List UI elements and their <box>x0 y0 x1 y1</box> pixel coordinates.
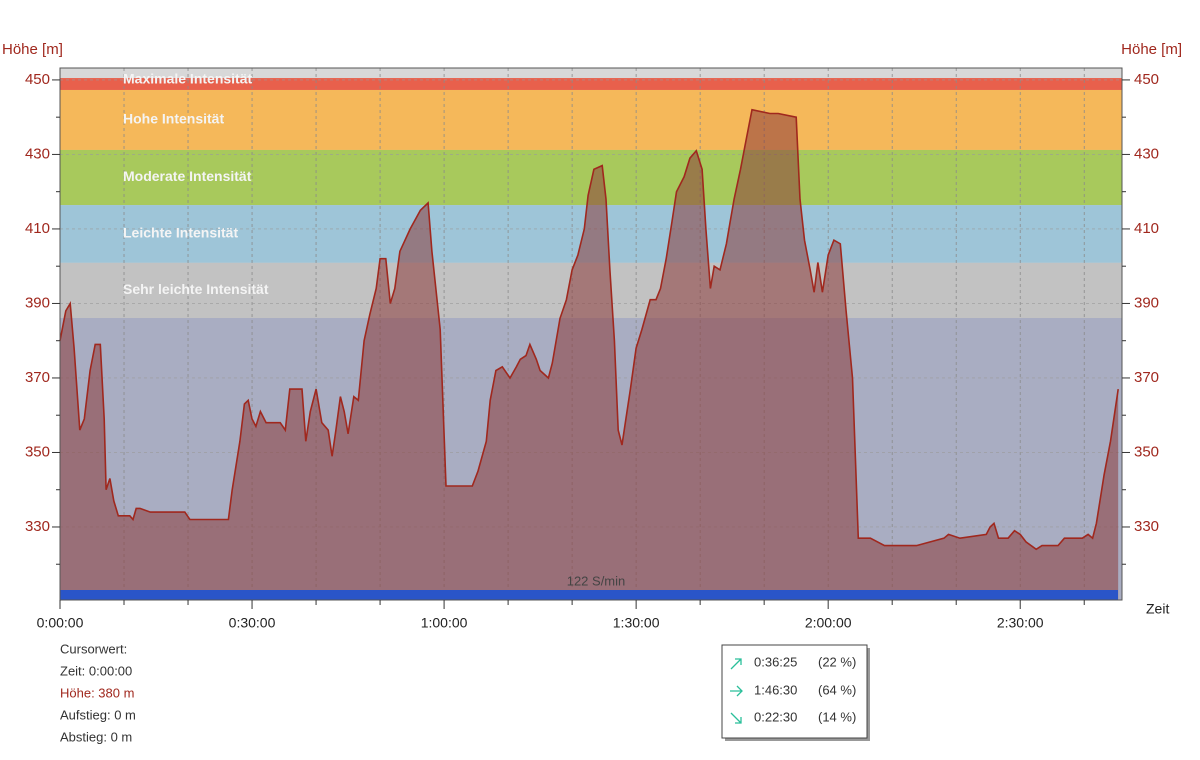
intensity-band <box>60 89 1122 150</box>
cadence-bar <box>60 590 1118 600</box>
intensity-band <box>60 78 1122 90</box>
elevation-line <box>59 108 1119 551</box>
y-tick-label: 450 <box>25 71 50 88</box>
descent-icon <box>730 712 742 724</box>
band-label: Leichte Intensität <box>123 225 238 241</box>
band-label: Sehr leichte Intensität <box>123 281 269 297</box>
y2-tick-label: 450 <box>1134 71 1159 88</box>
band-label: Moderate Intensität <box>123 168 252 184</box>
y2-tick-label: 370 <box>1134 369 1159 386</box>
cursor-line: Zeit: 0:00:00 <box>60 663 132 678</box>
stats-box: 0:36:25 (22 %) 1:46:30 (64 %) 0:22:30 (1… <box>721 644 870 741</box>
flat-icon <box>730 685 743 697</box>
ascent-icon <box>730 658 742 670</box>
cadence-label: 122 S/min <box>567 573 626 588</box>
stat-time: 0:36:25 <box>754 654 797 669</box>
x-tick-label: 2:00:00 <box>805 615 852 631</box>
y-tick-label: 410 <box>25 220 50 237</box>
stats-frame <box>721 644 868 739</box>
stat-share: (64 %) <box>818 682 856 697</box>
y-tick-label: 390 <box>25 294 50 311</box>
y2-tick-label: 410 <box>1134 220 1159 237</box>
y-tick-label: 370 <box>25 369 50 386</box>
y-tick-label: 350 <box>25 443 50 460</box>
y2-axis-title: Höhe [m] <box>1121 41 1182 58</box>
cursor-title: Cursorwert: <box>60 641 127 656</box>
x-axis-title: Zeit <box>1146 601 1169 617</box>
x-tick-label: 0:00:00 <box>37 615 84 631</box>
y-axis-title: Höhe [m] <box>2 41 63 58</box>
x-tick-label: 0:30:00 <box>229 615 276 631</box>
stat-share: (14 %) <box>818 709 856 724</box>
y2-tick-label: 390 <box>1134 294 1159 311</box>
band-label: Hohe Intensität <box>123 111 224 127</box>
cursor-line: Höhe: 380 m <box>60 685 134 700</box>
y-tick-label: 430 <box>25 145 50 162</box>
y-tick-label: 330 <box>25 518 50 535</box>
band-label: Maximale Intensität <box>123 71 252 87</box>
y2-tick-label: 350 <box>1134 443 1159 460</box>
y2-tick-label: 330 <box>1134 518 1159 535</box>
cursor-line: Abstieg: 0 m <box>60 729 132 744</box>
x-tick-label: 1:00:00 <box>421 615 468 631</box>
y2-tick-label: 430 <box>1134 145 1159 162</box>
elevation-area <box>60 109 1119 600</box>
plot-frame <box>59 67 1123 601</box>
stat-time: 1:46:30 <box>754 682 797 697</box>
cursor-line: Aufstieg: 0 m <box>60 707 136 722</box>
stat-share: (22 %) <box>818 654 856 669</box>
x-tick-label: 2:30:00 <box>997 615 1044 631</box>
stat-time: 0:22:30 <box>754 709 797 724</box>
x-tick-label: 1:30:00 <box>613 615 660 631</box>
